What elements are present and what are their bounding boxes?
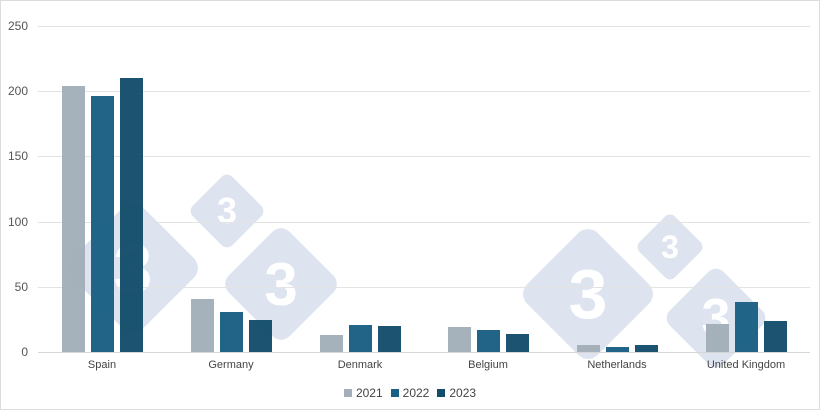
legend-item-2022[interactable]: 2022 bbox=[390, 386, 430, 400]
x-tick-label: United Kingdom bbox=[706, 359, 786, 371]
legend-label: 2023 bbox=[449, 386, 477, 400]
bar-denmark-2023[interactable] bbox=[378, 326, 401, 352]
bar-germany-2022[interactable] bbox=[220, 312, 243, 352]
bar-netherlands-2021[interactable] bbox=[577, 345, 600, 352]
legend: 2021 2022 2023 bbox=[0, 386, 820, 400]
y-tick-label: 250 bbox=[7, 19, 28, 33]
y-tick-label: 100 bbox=[7, 215, 28, 229]
legend-swatch-icon bbox=[343, 389, 352, 397]
bar-denmark-2021[interactable] bbox=[320, 335, 343, 352]
bar-spain-2022[interactable] bbox=[91, 96, 114, 352]
x-tick-label: Denmark bbox=[337, 359, 383, 371]
gridline bbox=[38, 287, 810, 288]
bar-united-kingdom-2021[interactable] bbox=[706, 324, 729, 352]
legend-item-2023[interactable]: 2023 bbox=[437, 386, 476, 400]
bar-united-kingdom-2022[interactable] bbox=[735, 302, 758, 352]
x-tick-label: Spain bbox=[87, 359, 117, 371]
gridline bbox=[38, 91, 810, 92]
x-tick-label: Netherlands bbox=[587, 359, 647, 371]
legend-swatch-icon bbox=[437, 389, 446, 397]
bar-netherlands-2022[interactable] bbox=[606, 347, 629, 352]
bar-spain-2023[interactable] bbox=[120, 78, 143, 352]
legend-label: 2021 bbox=[355, 386, 383, 400]
bar-germany-2023[interactable] bbox=[249, 320, 272, 352]
gridline bbox=[38, 352, 810, 353]
gridline bbox=[38, 222, 810, 223]
y-tick-label: 50 bbox=[14, 280, 28, 294]
bar-spain-2021[interactable] bbox=[62, 86, 85, 352]
y-tick-label: 0 bbox=[21, 345, 28, 359]
legend-swatch-icon bbox=[390, 389, 399, 397]
y-tick-label: 200 bbox=[7, 84, 28, 98]
bar-germany-2021[interactable] bbox=[191, 299, 214, 352]
bar-netherlands-2023[interactable] bbox=[635, 345, 658, 352]
bar-belgium-2023[interactable] bbox=[506, 334, 529, 352]
bar-belgium-2021[interactable] bbox=[448, 327, 471, 352]
y-tick-label: 150 bbox=[7, 149, 28, 163]
legend-item-2021[interactable]: 2021 bbox=[343, 386, 383, 400]
gridline bbox=[38, 156, 810, 157]
x-tick-label: Germany bbox=[208, 359, 254, 371]
bar-belgium-2022[interactable] bbox=[477, 330, 500, 352]
bar-denmark-2022[interactable] bbox=[349, 325, 372, 352]
bar-united-kingdom-2023[interactable] bbox=[764, 321, 787, 352]
legend-label: 2022 bbox=[402, 386, 430, 400]
watermark-diamond-icon: 3 bbox=[187, 171, 267, 251]
gridline bbox=[38, 26, 810, 27]
x-tick-label: Belgium bbox=[468, 359, 508, 371]
